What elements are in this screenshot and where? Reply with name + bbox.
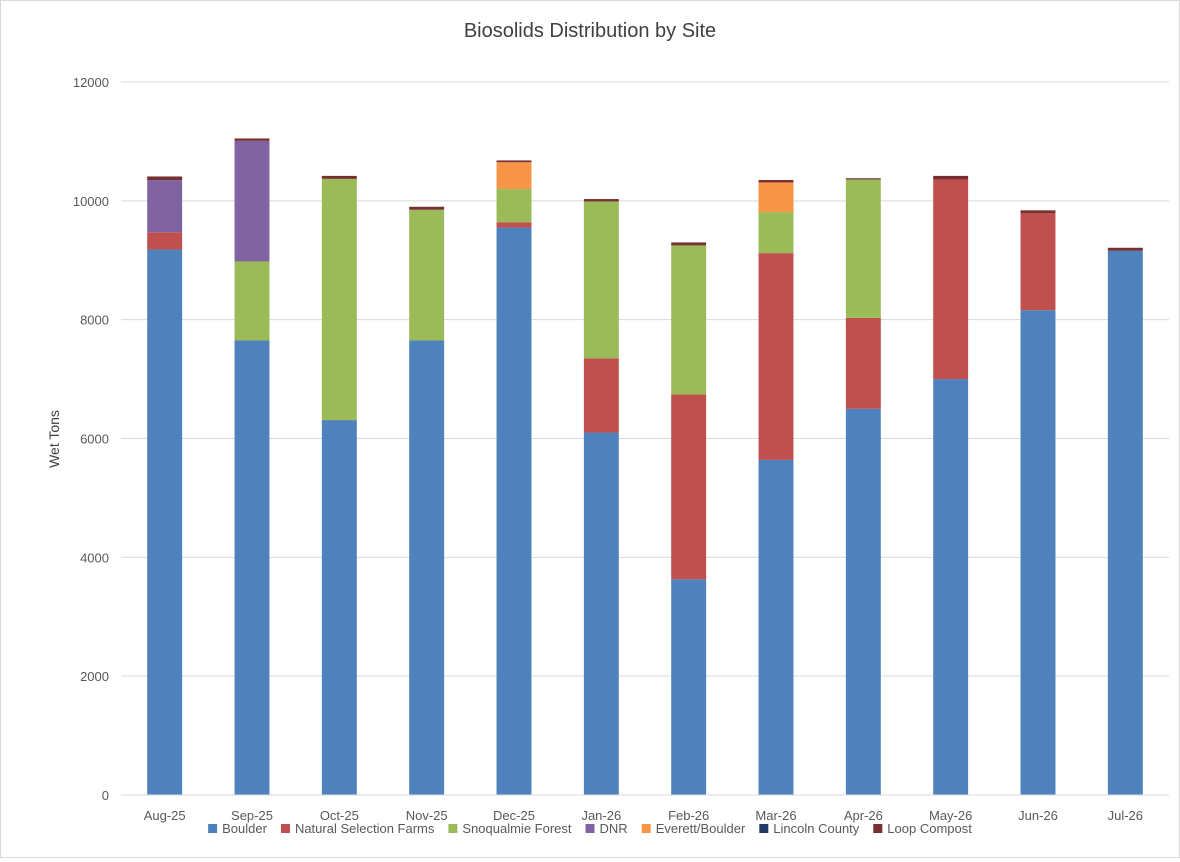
bar-segment: [234, 261, 270, 341]
bar-segment: [409, 209, 445, 341]
bar-segment: [147, 180, 183, 233]
x-tick-label: Dec-25: [493, 808, 535, 823]
bar-segment: [845, 408, 881, 795]
legend-swatch: [641, 824, 651, 833]
bar-segment: [409, 340, 445, 795]
legend-swatch: [873, 824, 883, 833]
x-tick-label: May-26: [929, 808, 972, 823]
legend-swatch: [208, 824, 218, 833]
bar-segment: [845, 317, 881, 409]
legend-swatch: [448, 824, 458, 833]
bar-segment: [496, 227, 532, 796]
x-tick-label: Sep-25: [231, 808, 273, 823]
legend-swatch: [585, 824, 595, 833]
bar-segment: [933, 379, 969, 795]
bar-segment: [147, 249, 183, 795]
legend-item: Lincoln County: [759, 821, 860, 836]
bar-segment: [409, 206, 445, 210]
legend-label: DNR: [600, 821, 628, 836]
legend-swatch: [759, 824, 769, 833]
x-axis-ticks: Aug-25 Sep-25 Oct-25 Nov-25 Dec-25 Jan-26 Feb-…: [144, 808, 1143, 823]
bar-segment: [758, 182, 794, 213]
bars: [121, 138, 1169, 796]
x-tick-label: Jun-26: [1018, 808, 1058, 823]
bar-segment: [671, 394, 707, 580]
bar-segment: [496, 222, 532, 228]
y-tick-label: 6000: [80, 432, 109, 447]
bar-segment: [234, 138, 270, 141]
x-tick-label: Feb-26: [668, 808, 709, 823]
bar-segment: [583, 432, 619, 795]
x-tick-label: Mar-26: [755, 808, 796, 823]
y-axis-label: Wet Tons: [46, 410, 62, 468]
bar-segment: [583, 201, 619, 359]
bar-segment: [234, 140, 270, 262]
bar-segment: [671, 245, 707, 395]
gridlines: [121, 81, 1169, 796]
bar-segment: [583, 199, 619, 202]
bar-segment: [1107, 250, 1143, 795]
bar-segment: [583, 358, 619, 433]
legend-label: Loop Compost: [887, 821, 972, 836]
x-tick-label: Nov-25: [406, 808, 448, 823]
y-tick-label: 4000: [80, 550, 109, 565]
legend-label: Boulder: [222, 821, 267, 836]
y-axis-ticks: 0 2000 4000 6000 8000 10000 12000: [73, 75, 109, 803]
bar-segment: [758, 212, 794, 254]
bar-segment: [671, 242, 707, 246]
bar-segment: [496, 188, 532, 223]
legend-label: Everett/Boulder: [656, 821, 746, 836]
bar-segment: [1020, 310, 1056, 795]
x-tick-label: Apr-26: [844, 808, 883, 823]
x-tick-label: Jan-26: [581, 808, 621, 823]
y-tick-label: 12000: [73, 75, 109, 90]
legend-item: Loop Compost: [873, 821, 972, 836]
legend-label: Lincoln County: [773, 821, 859, 836]
bar-segment: [321, 420, 357, 795]
bar-segment: [147, 176, 183, 181]
bar-segment: [1020, 213, 1056, 311]
y-tick-label: 2000: [80, 669, 109, 684]
legend-swatch: [280, 824, 290, 833]
bar-segment: [496, 162, 532, 189]
bar-segment: [671, 579, 707, 795]
bar-segment: [845, 179, 881, 318]
legend-label: Natural Selection Farms: [295, 821, 435, 836]
legend-label: Snoqualmie Forest: [462, 821, 571, 836]
legend-item: DNR: [585, 821, 628, 836]
bar-segment: [321, 178, 357, 421]
x-tick-label: Oct-25: [320, 808, 359, 823]
y-tick-label: 8000: [80, 313, 109, 328]
bar-segment: [1107, 247, 1143, 251]
bar-segment: [845, 178, 881, 180]
legend-item: Boulder: [208, 821, 268, 836]
bar-segment: [496, 160, 532, 163]
legend: Boulder Natural Selection Farms Snoqualmie…: [208, 821, 972, 836]
x-tick-label: Aug-25: [144, 808, 186, 823]
bar-segment: [758, 253, 794, 460]
bar-segment: [147, 232, 183, 250]
y-tick-label: 0: [102, 788, 109, 803]
bar-segment: [933, 179, 969, 380]
bar-segment: [758, 459, 794, 795]
chart-title: Biosolids Distribution by Site: [464, 20, 716, 42]
legend-item: Snoqualmie Forest: [448, 821, 572, 836]
bar-segment: [321, 175, 357, 179]
x-tick-label: Jul-26: [1108, 808, 1143, 823]
bar-segment: [1020, 210, 1056, 214]
legend-item: Natural Selection Farms: [280, 821, 435, 836]
bar-segment: [758, 180, 794, 183]
bar-segment: [933, 175, 969, 180]
y-tick-label: 10000: [73, 194, 109, 209]
bar-segment: [234, 340, 270, 795]
legend-item: Everett/Boulder: [641, 821, 746, 836]
